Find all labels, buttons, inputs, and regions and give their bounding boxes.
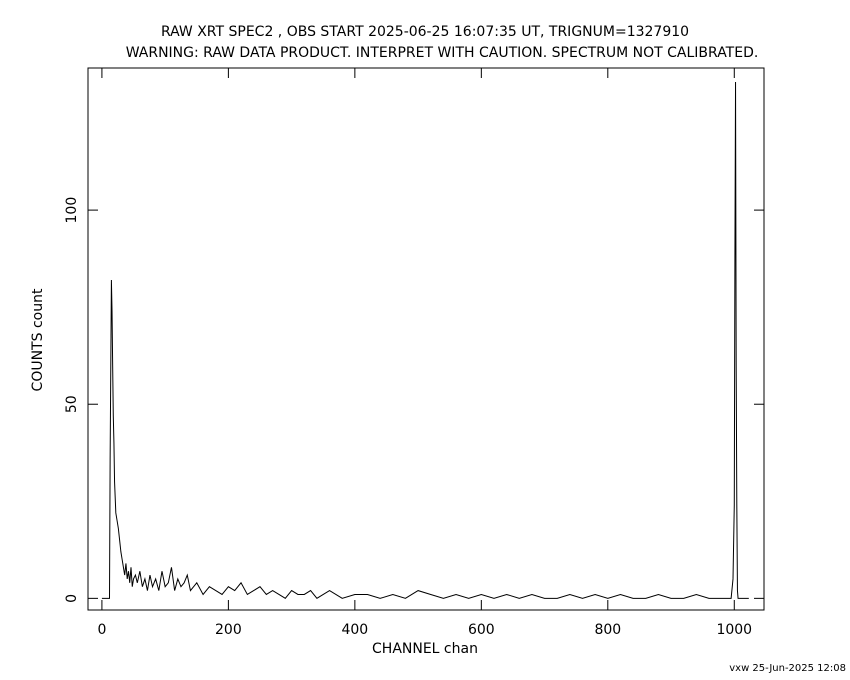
y-tick-label: 50 [64, 395, 80, 413]
x-tick-label: 200 [215, 622, 242, 638]
x-tick-label: 600 [468, 622, 495, 638]
plot-frame [87, 67, 765, 611]
x-tick-label: 1000 [716, 622, 752, 638]
x-tick-label: 800 [594, 622, 621, 638]
y-tick-label: 0 [64, 594, 80, 603]
y-tick-label: 100 [64, 197, 80, 224]
x-tick-label: 400 [341, 622, 368, 638]
x-axis-label: CHANNEL chan [372, 641, 478, 657]
chart-subtitle: WARNING: RAW DATA PRODUCT. INTERPRET WIT… [126, 45, 759, 61]
footnote: vxw 25-Jun-2025 12:08 [729, 663, 846, 674]
spectrum-line [101, 81, 749, 600]
x-tick-label: 0 [97, 622, 106, 638]
y-axis-label: COUNTS count [30, 288, 46, 391]
chart-title: RAW XRT SPEC2 , OBS START 2025-06-25 16:… [161, 24, 689, 40]
